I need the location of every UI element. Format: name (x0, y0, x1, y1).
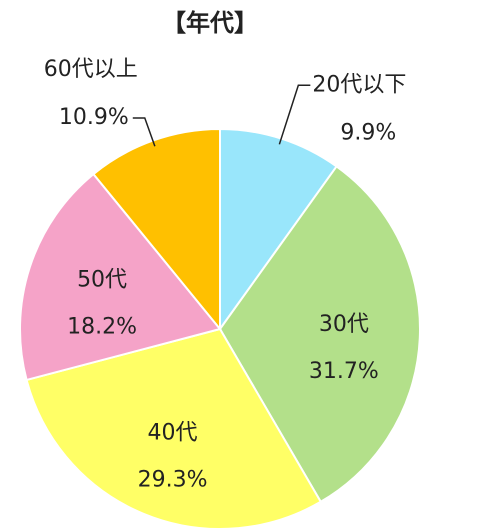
chart-title: 【年代】 (162, 9, 258, 37)
slice-label: 30代 (319, 312, 369, 337)
leader-line (278, 84, 311, 145)
slice-value: 29.3% (138, 468, 208, 493)
slice-value: 31.7% (309, 359, 379, 384)
slice-value: 10.9% (59, 105, 129, 130)
pie-slice (25, 327, 323, 530)
slice-label: 50代 (77, 268, 127, 293)
slice-value: 9.9% (340, 120, 396, 145)
pie-slice (19, 172, 222, 382)
pie-slice (218, 165, 421, 504)
slice-value: 18.2% (67, 315, 137, 340)
leader-line (132, 117, 156, 147)
slice-label: 20代以下 (312, 72, 406, 97)
slice-label: 40代 (148, 421, 198, 446)
slice-label: 60代以上 (44, 57, 138, 82)
